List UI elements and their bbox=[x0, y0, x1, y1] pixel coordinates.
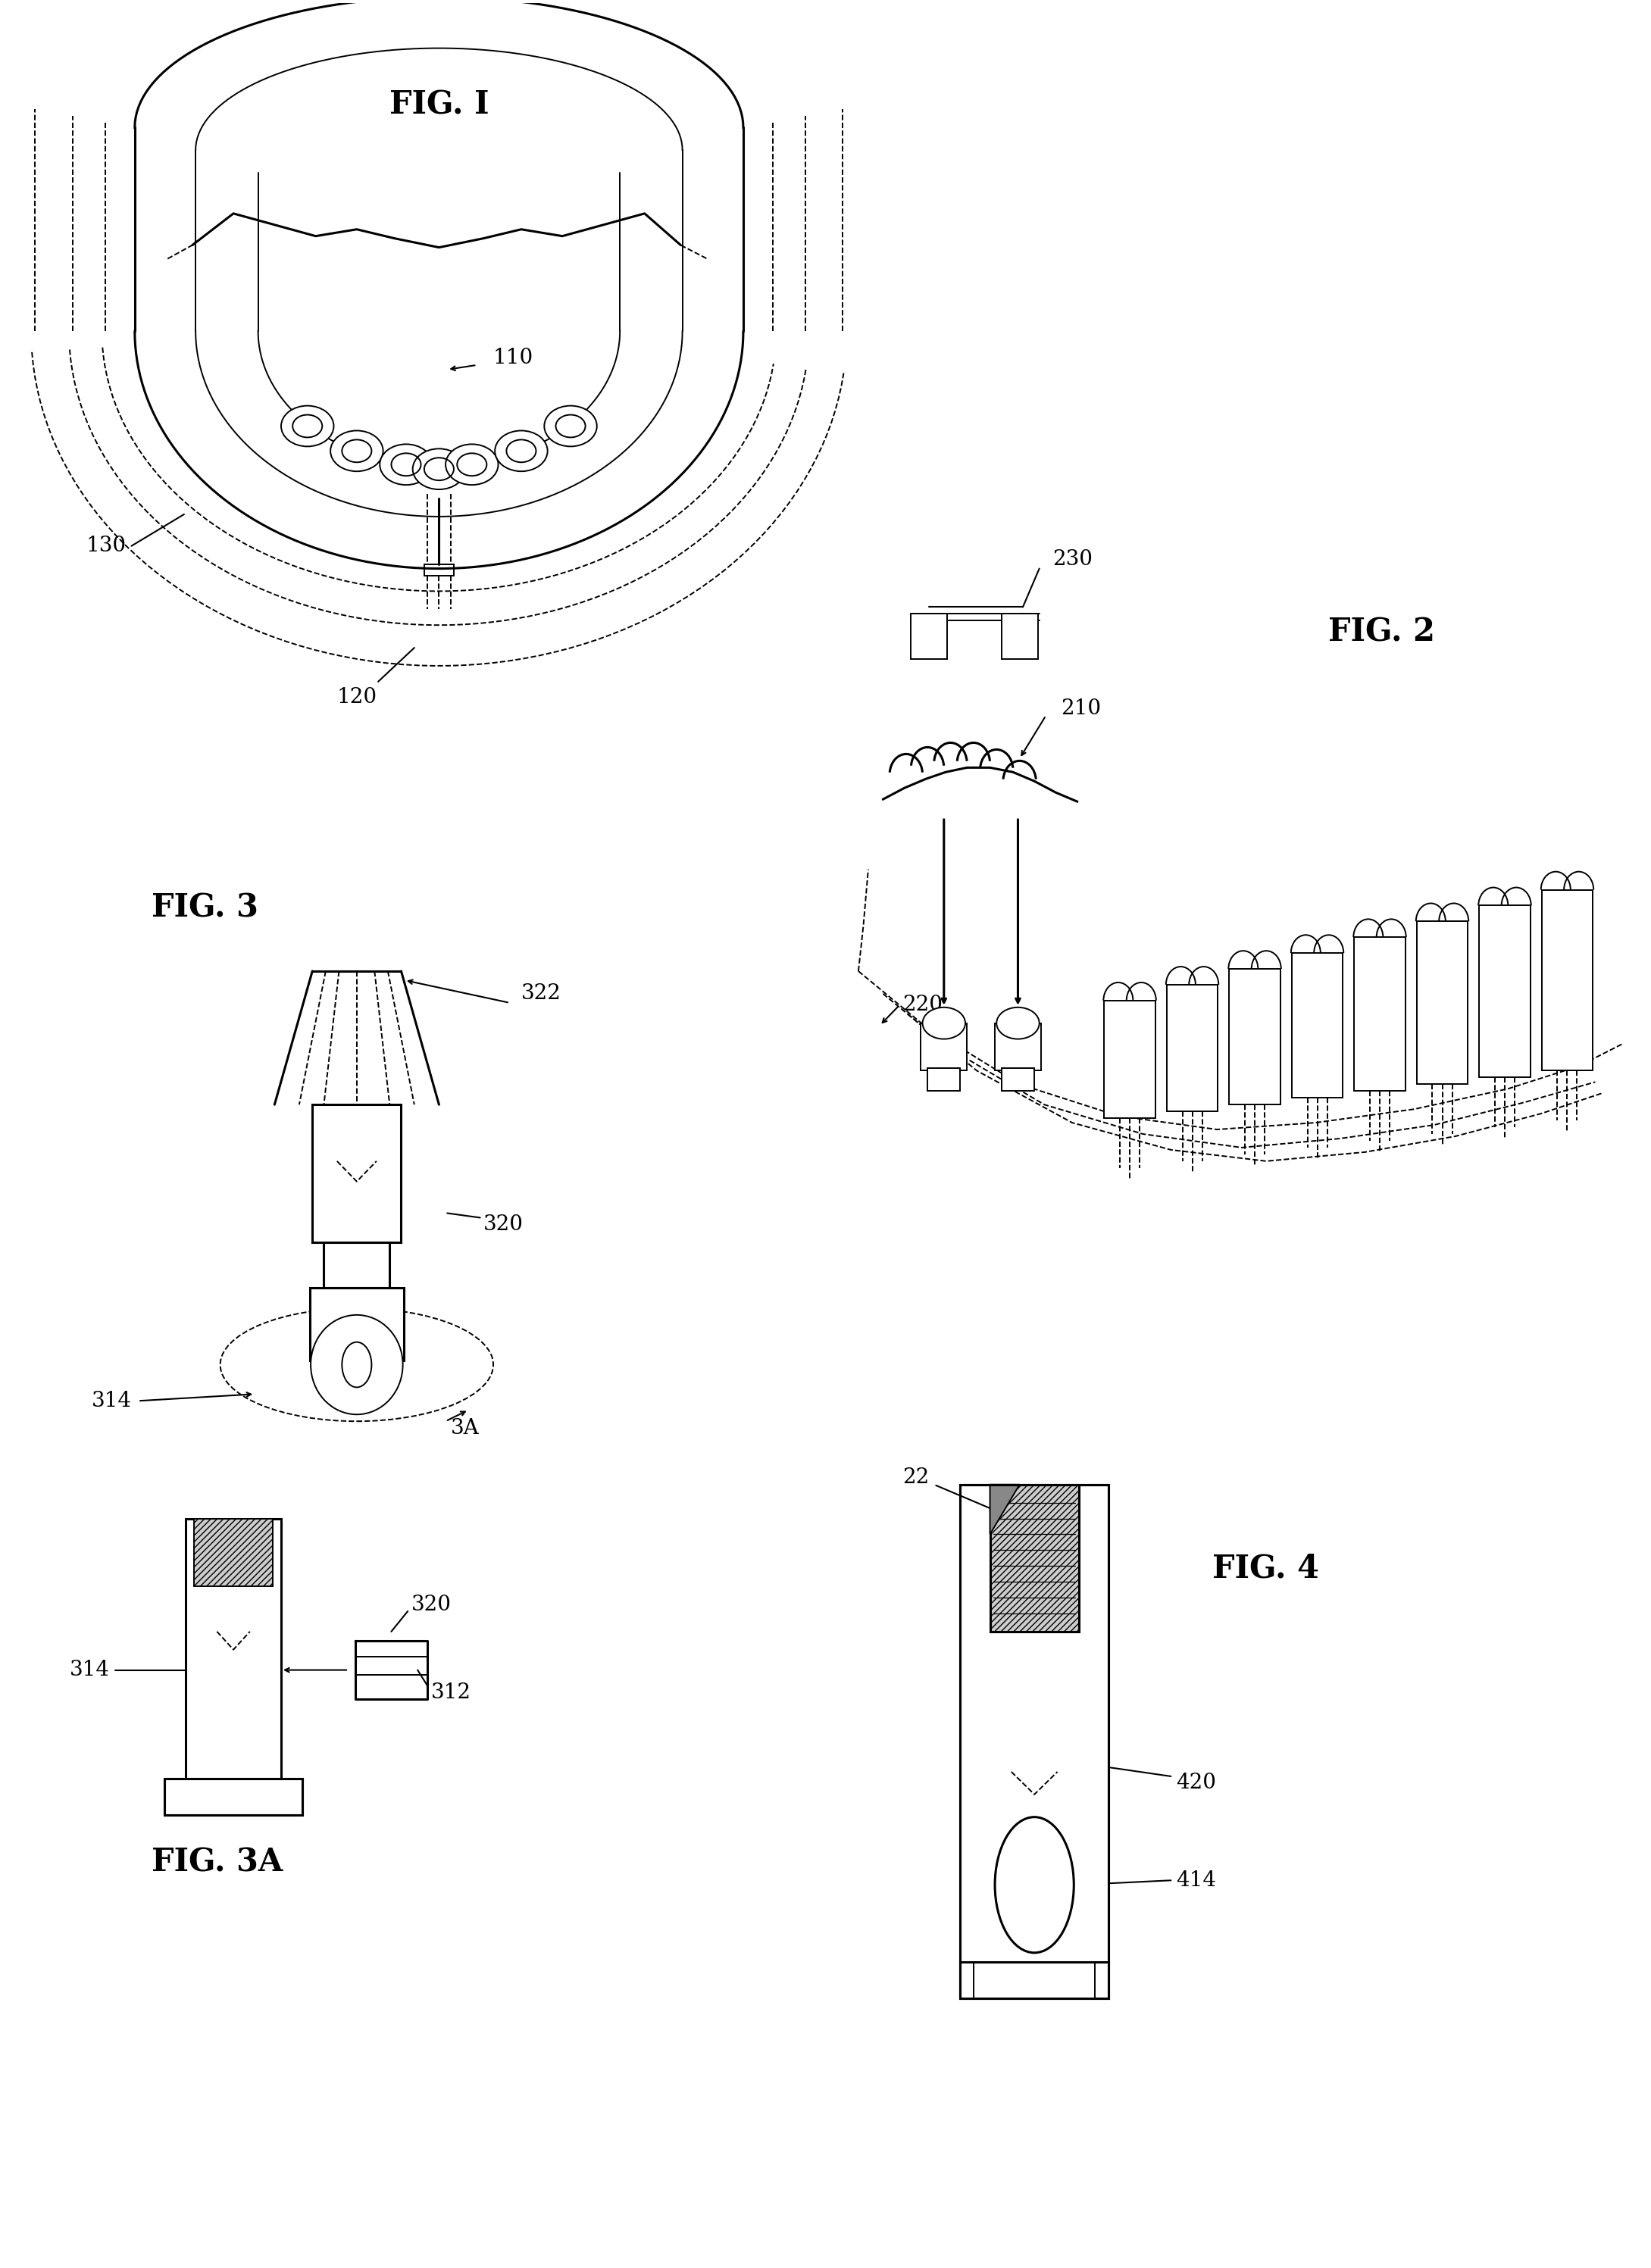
Ellipse shape bbox=[281, 406, 334, 447]
Bar bbox=[165, 1778, 302, 1814]
Bar bbox=[921, 1023, 967, 1070]
Polygon shape bbox=[991, 1486, 1078, 1631]
Text: 210: 210 bbox=[1060, 699, 1101, 719]
Ellipse shape bbox=[342, 1343, 371, 1388]
Ellipse shape bbox=[996, 1817, 1073, 1953]
Bar bbox=[1002, 1068, 1035, 1091]
Bar bbox=[1542, 889, 1593, 1070]
Bar bbox=[165, 1778, 302, 1814]
Text: 110: 110 bbox=[494, 347, 533, 367]
Bar bbox=[185, 1520, 281, 1785]
Text: FIG. 4: FIG. 4 bbox=[1212, 1551, 1319, 1583]
Ellipse shape bbox=[380, 445, 433, 485]
Polygon shape bbox=[991, 1486, 1020, 1535]
Bar bbox=[1105, 1000, 1156, 1118]
Text: 120: 120 bbox=[337, 687, 376, 708]
Bar bbox=[1291, 953, 1342, 1098]
Text: 314: 314 bbox=[69, 1660, 111, 1681]
Ellipse shape bbox=[545, 406, 598, 447]
Bar bbox=[928, 1068, 961, 1091]
Text: 322: 322 bbox=[522, 984, 561, 1005]
Bar bbox=[1417, 921, 1468, 1084]
Text: 3A: 3A bbox=[451, 1418, 479, 1438]
Bar bbox=[1354, 937, 1405, 1091]
Text: 22: 22 bbox=[903, 1467, 930, 1488]
Bar bbox=[974, 1962, 1095, 1998]
Text: 130: 130 bbox=[86, 535, 127, 556]
Ellipse shape bbox=[330, 431, 383, 472]
Text: FIG. 3: FIG. 3 bbox=[152, 891, 258, 923]
Text: FIG. 3A: FIG. 3A bbox=[152, 1846, 282, 1878]
Bar bbox=[1167, 984, 1218, 1111]
Text: 320: 320 bbox=[484, 1213, 523, 1234]
Bar bbox=[911, 615, 948, 660]
Ellipse shape bbox=[923, 1007, 966, 1039]
Bar bbox=[1479, 905, 1530, 1077]
Text: 314: 314 bbox=[91, 1390, 132, 1411]
Ellipse shape bbox=[413, 449, 466, 490]
Text: 420: 420 bbox=[1176, 1774, 1217, 1794]
Text: 320: 320 bbox=[411, 1594, 451, 1615]
Text: FIG. I: FIG. I bbox=[390, 88, 489, 120]
Bar bbox=[961, 1486, 1108, 1998]
Bar bbox=[1002, 615, 1038, 660]
Text: 230: 230 bbox=[1052, 549, 1093, 569]
Bar bbox=[961, 1962, 1108, 1998]
Ellipse shape bbox=[495, 431, 548, 472]
Text: FIG. 2: FIG. 2 bbox=[1327, 617, 1435, 649]
Polygon shape bbox=[193, 1520, 272, 1585]
Ellipse shape bbox=[446, 445, 499, 485]
Bar bbox=[1230, 968, 1280, 1105]
Ellipse shape bbox=[997, 1007, 1040, 1039]
Bar bbox=[996, 1023, 1040, 1070]
Text: 414: 414 bbox=[1176, 1871, 1217, 1892]
Text: 220: 220 bbox=[903, 996, 943, 1016]
Bar bbox=[312, 1105, 401, 1243]
Ellipse shape bbox=[310, 1315, 403, 1415]
Bar bbox=[324, 1243, 390, 1288]
Bar bbox=[310, 1288, 403, 1361]
Bar bbox=[961, 1486, 1108, 1998]
Text: 312: 312 bbox=[431, 1683, 471, 1703]
